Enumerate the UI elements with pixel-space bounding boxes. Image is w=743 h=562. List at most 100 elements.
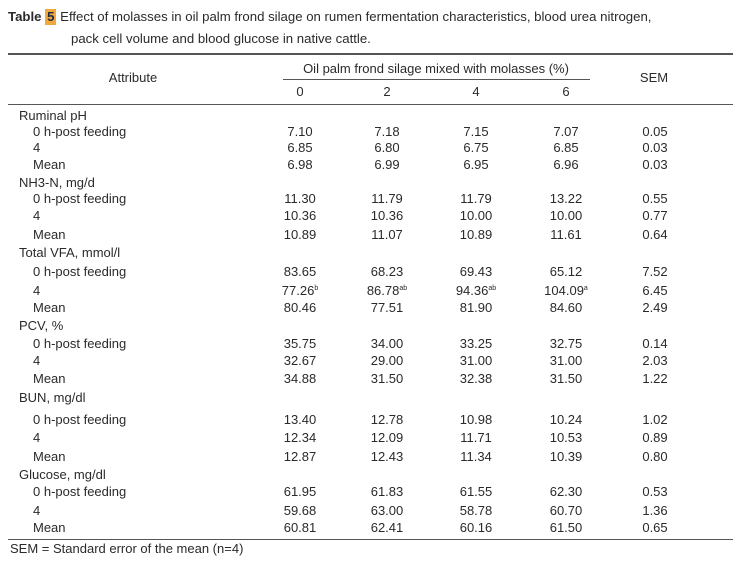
header-level: 4 — [472, 84, 480, 99]
row-label: 4 — [33, 430, 41, 445]
value-text: 12.87 — [283, 449, 317, 464]
significance-superscript: ab — [488, 285, 497, 292]
value-cell: 32.67 — [284, 353, 317, 368]
value-cell: 35.75 — [284, 336, 317, 351]
sem-cell: 0.77 — [642, 208, 668, 223]
value-cell: 12.09 — [371, 430, 404, 445]
value-cell: 69.43 — [460, 264, 493, 279]
section-title: Glucose, mg/dl — [19, 467, 106, 482]
value-text: 11.34 — [460, 449, 492, 464]
value-text: 83.65 — [283, 264, 317, 279]
value-cell: 68.23 — [371, 264, 404, 279]
value-text: 33.25 — [459, 336, 493, 351]
value-cell: 6.95 — [463, 157, 488, 172]
value-text: 10.24 — [549, 412, 583, 427]
value-text: 32.75 — [549, 336, 583, 351]
value-text: 58.78 — [459, 503, 493, 518]
sem-cell: 2.03 — [642, 353, 668, 368]
value-text: 81.90 — [459, 300, 493, 315]
value-cell: 6.85 — [287, 140, 312, 155]
value-cell: 62.30 — [550, 484, 583, 499]
value-cell: 10.89 — [460, 227, 493, 242]
value-text: 62.30 — [549, 484, 583, 499]
value-cell: 29.00 — [371, 353, 404, 368]
value-cell: 6.80 — [374, 140, 399, 155]
value-cell: 6.98 — [287, 157, 312, 172]
value-text: 10.00 — [549, 208, 583, 223]
value-cell: 80.46 — [284, 300, 317, 315]
value-text: 61.50 — [549, 520, 583, 535]
value-cell: 10.36 — [284, 208, 317, 223]
caption-line-1: Table 5 Effect of molasses in oil palm f… — [8, 6, 733, 28]
sem-cell: 1.02 — [642, 412, 668, 427]
value-cell: 6.75 — [463, 140, 488, 155]
section-title: Ruminal pH — [19, 108, 87, 123]
value-cell: 10.36 — [371, 208, 404, 223]
sem-cell: 2.49 — [642, 300, 668, 315]
value-text: 10.00 — [459, 208, 493, 223]
row-label: Mean — [33, 371, 66, 386]
value-text: 86.78 — [366, 283, 400, 298]
value-text: 80.46 — [283, 300, 317, 315]
row-label: 4 — [33, 503, 41, 518]
value-text: 6.96 — [553, 157, 579, 172]
value-cell: 31.00 — [550, 353, 583, 368]
value-cell: 12.43 — [371, 449, 404, 464]
sem-cell: 0.89 — [642, 430, 668, 445]
value-cell: 10.00 — [460, 208, 493, 223]
value-cell: 11.30 — [284, 191, 316, 206]
value-cell: 11.61 — [550, 227, 582, 242]
value-cell: 65.12 — [550, 264, 583, 279]
header-rule — [8, 104, 733, 105]
value-cell: 62.41 — [371, 520, 404, 535]
value-text: 10.39 — [549, 449, 583, 464]
sem-cell: 1.22 — [642, 371, 668, 386]
row-label: 4 — [33, 140, 41, 155]
value-cell: 6.85 — [553, 140, 578, 155]
value-cell: 60.70 — [550, 503, 583, 518]
value-cell: 32.75 — [550, 336, 583, 351]
value-text: 6.85 — [553, 140, 579, 155]
header-sem: SEM — [639, 70, 669, 85]
sem-cell: 0.03 — [642, 140, 668, 155]
value-text: 59.68 — [283, 503, 317, 518]
caption-text-1: Effect of molasses in oil palm frond sil… — [60, 9, 652, 24]
value-text: 32.38 — [459, 371, 493, 386]
value-text: 84.60 — [549, 300, 583, 315]
value-cell: 59.68 — [284, 503, 317, 518]
row-label: 4 — [33, 353, 41, 368]
value-cell: 33.25 — [460, 336, 493, 351]
value-text: 7.10 — [287, 124, 313, 139]
value-cell: 104.09a — [544, 283, 588, 298]
value-cell: 84.60 — [550, 300, 583, 315]
group-rule — [283, 79, 590, 80]
significance-superscript: ab — [399, 285, 408, 292]
significance-superscript: a — [583, 285, 588, 292]
value-cell: 10.89 — [284, 227, 317, 242]
value-text: 11.07 — [371, 227, 403, 242]
value-text: 11.71 — [460, 430, 492, 445]
value-cell: 31.50 — [550, 371, 583, 386]
value-cell: 6.99 — [374, 157, 399, 172]
sem-cell: 0.65 — [642, 520, 668, 535]
table-caption: Table 5 Effect of molasses in oil palm f… — [8, 6, 733, 50]
row-label: Mean — [33, 449, 66, 464]
value-cell: 10.53 — [550, 430, 583, 445]
sem-cell: 0.80 — [642, 449, 668, 464]
value-cell: 13.40 — [284, 412, 317, 427]
header-attribute: Attribute — [108, 70, 158, 85]
section-title: BUN, mg/dl — [19, 390, 86, 405]
value-cell: 83.65 — [284, 264, 317, 279]
table-number: 5 — [45, 9, 57, 25]
value-cell: 7.18 — [374, 124, 399, 139]
value-cell: 61.95 — [284, 484, 317, 499]
header-group: Oil palm frond silage mixed with molasse… — [303, 61, 569, 76]
value-text: 7.07 — [553, 124, 579, 139]
value-text: 10.98 — [459, 412, 493, 427]
sem-cell: 0.05 — [642, 124, 668, 139]
value-cell: 10.00 — [550, 208, 583, 223]
value-text: 13.22 — [549, 191, 583, 206]
row-label: 0 h-post feeding — [33, 412, 127, 427]
value-text: 6.98 — [287, 157, 313, 172]
value-text: 31.50 — [549, 371, 583, 386]
